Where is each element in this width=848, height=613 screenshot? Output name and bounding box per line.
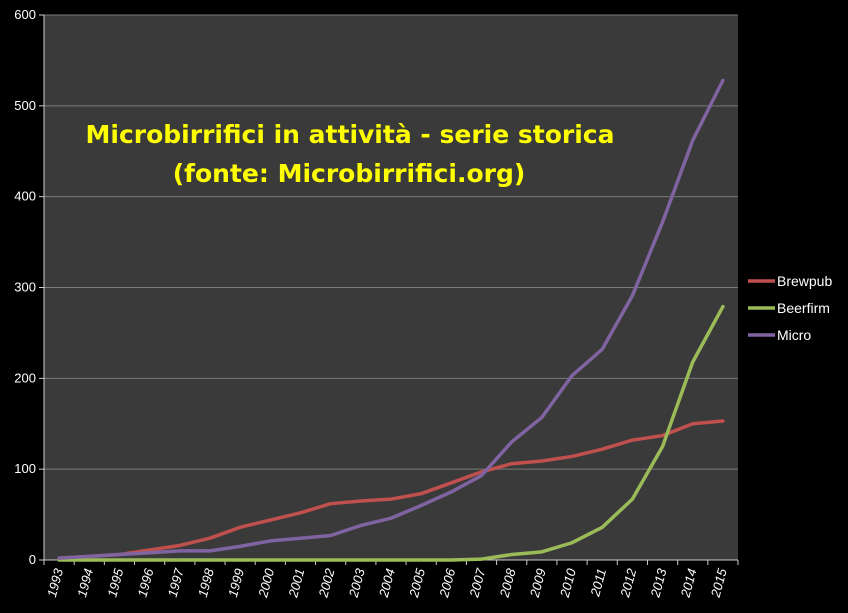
chart-title: Microbirrifici in attività - serie stori… (86, 120, 615, 149)
x-tick-label: 1998 (195, 566, 217, 599)
x-tick-label: 2008 (496, 566, 518, 600)
y-tick-label: 500 (14, 98, 36, 113)
series-line-beerfirm (57, 304, 725, 562)
legend-label-beerfirm: Beerfirm (777, 300, 830, 316)
y-tick-label: 100 (14, 461, 36, 476)
x-tick-label: 2009 (527, 567, 549, 600)
legend-label-micro: Micro (777, 327, 811, 343)
x-tick-label: 2012 (617, 566, 639, 600)
legend-label-brewpub: Brewpub (777, 273, 832, 289)
y-tick-label: 0 (29, 552, 36, 567)
x-tick-label: 2007 (466, 566, 488, 600)
y-tick-label: 600 (14, 7, 36, 22)
series-line-micro (57, 78, 725, 560)
x-tick-label: 2013 (647, 566, 669, 600)
x-tick-label: 2015 (708, 566, 730, 600)
x-tick-label: 2011 (587, 567, 609, 599)
x-tick-label: 2006 (436, 566, 458, 600)
series-line-brewpub (57, 419, 725, 560)
x-tick-label: 2000 (255, 566, 277, 600)
x-tick-label: 1997 (165, 566, 187, 599)
series-lines (57, 78, 725, 562)
x-tick-label: 2004 (376, 567, 398, 600)
x-tick-label: 2014 (677, 567, 699, 600)
y-tick-label: 200 (14, 370, 36, 385)
x-tick-label: 2010 (557, 566, 579, 600)
x-tick-label: 2003 (345, 566, 367, 600)
x-tick-label: 1994 (74, 567, 96, 599)
legend: Brewpub Beerfirm Micro (748, 273, 832, 343)
x-tick-label: 1996 (135, 566, 157, 599)
y-tick-label: 300 (14, 280, 36, 295)
chart-subtitle: (fonte: Microbirrifici.org) (173, 159, 526, 188)
x-tick-label: 1995 (104, 566, 126, 599)
x-tick-label: 2005 (406, 566, 428, 600)
x-tick-label: 1993 (44, 566, 66, 599)
chart-title-block: Microbirrifici in attività - serie stori… (86, 120, 615, 188)
y-tick-label: 400 (14, 189, 36, 204)
x-tick-label: 1999 (225, 567, 247, 599)
x-axis-ticks: 1993 1994 1995 1996 1997 1998 1999 2000 2001 2002… (43, 560, 739, 600)
x-tick-label: 2002 (315, 566, 337, 600)
x-tick-label: 2001 (285, 567, 307, 600)
